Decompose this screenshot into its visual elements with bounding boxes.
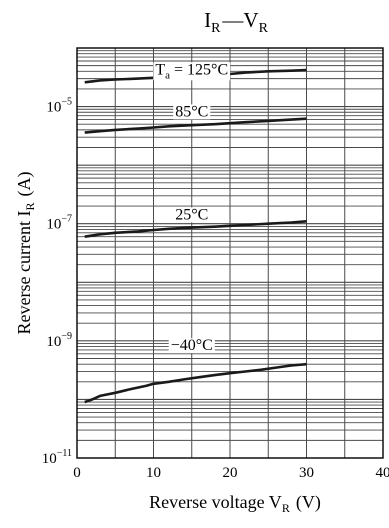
y-axis-label-text: Reverse current I [14, 211, 34, 335]
y-axis-label-unit: (A) [14, 172, 35, 197]
series-layer [84, 68, 307, 404]
x-tick-label: 0 [73, 465, 81, 481]
title-sub2: R [259, 21, 269, 36]
x-axis-label: Reverse voltage VR (V) [149, 492, 321, 515]
title-dash: — [221, 8, 244, 32]
series-label-bg [173, 104, 211, 120]
y-tick-label: 10−9 [46, 331, 72, 350]
x-axis-label-sub: R [282, 501, 290, 515]
y-axis-label: Reverse current IR (A) [14, 172, 37, 335]
series-line-2 [84, 220, 307, 238]
series-label-text: 85°C [175, 103, 208, 120]
series-label-3: −40°C [168, 337, 215, 354]
series-line-1 [84, 117, 307, 134]
y-tick-label: 10−5 [46, 97, 72, 116]
title-main2: V [243, 8, 258, 32]
series-label-text: 25°C [175, 206, 208, 223]
x-tick-label: 10 [146, 465, 161, 481]
chart-title: IR—VR [204, 8, 269, 36]
axis-layer [76, 47, 384, 459]
title-sub: R [211, 21, 221, 36]
plot-frame [76, 47, 384, 459]
x-tick-label: 30 [299, 465, 314, 481]
series-label-bg [153, 62, 231, 81]
ticks-layer: 0 10 20 30 40 10−11 10−9 10−7 10−5 [42, 97, 389, 481]
series-label-1: 85°C [173, 103, 211, 120]
y-tick-label: 10−11 [42, 448, 72, 467]
series-label-bg [168, 338, 215, 354]
series-label-text: −40°C [171, 337, 213, 354]
series-label-text: Ta = 125°C [155, 61, 228, 81]
y-axis-label-sub: R [23, 203, 37, 211]
series-label-bg [173, 207, 211, 223]
title-main: I [204, 8, 211, 32]
x-axis-label-unit: (V) [296, 492, 321, 513]
x-axis-label-text: Reverse voltage V [149, 492, 282, 512]
x-tick-label: 20 [223, 465, 238, 481]
series-line-3 [84, 362, 307, 404]
grid-layer [77, 48, 383, 458]
x-tick-label: 40 [376, 465, 389, 481]
series-label-0: Ta = 125°C [153, 61, 231, 81]
series-labels-layer: Ta = 125°C 85°C 25°C −40°C [153, 61, 231, 354]
series-label-2: 25°C [173, 206, 211, 223]
y-tick-label: 10−7 [46, 214, 72, 233]
